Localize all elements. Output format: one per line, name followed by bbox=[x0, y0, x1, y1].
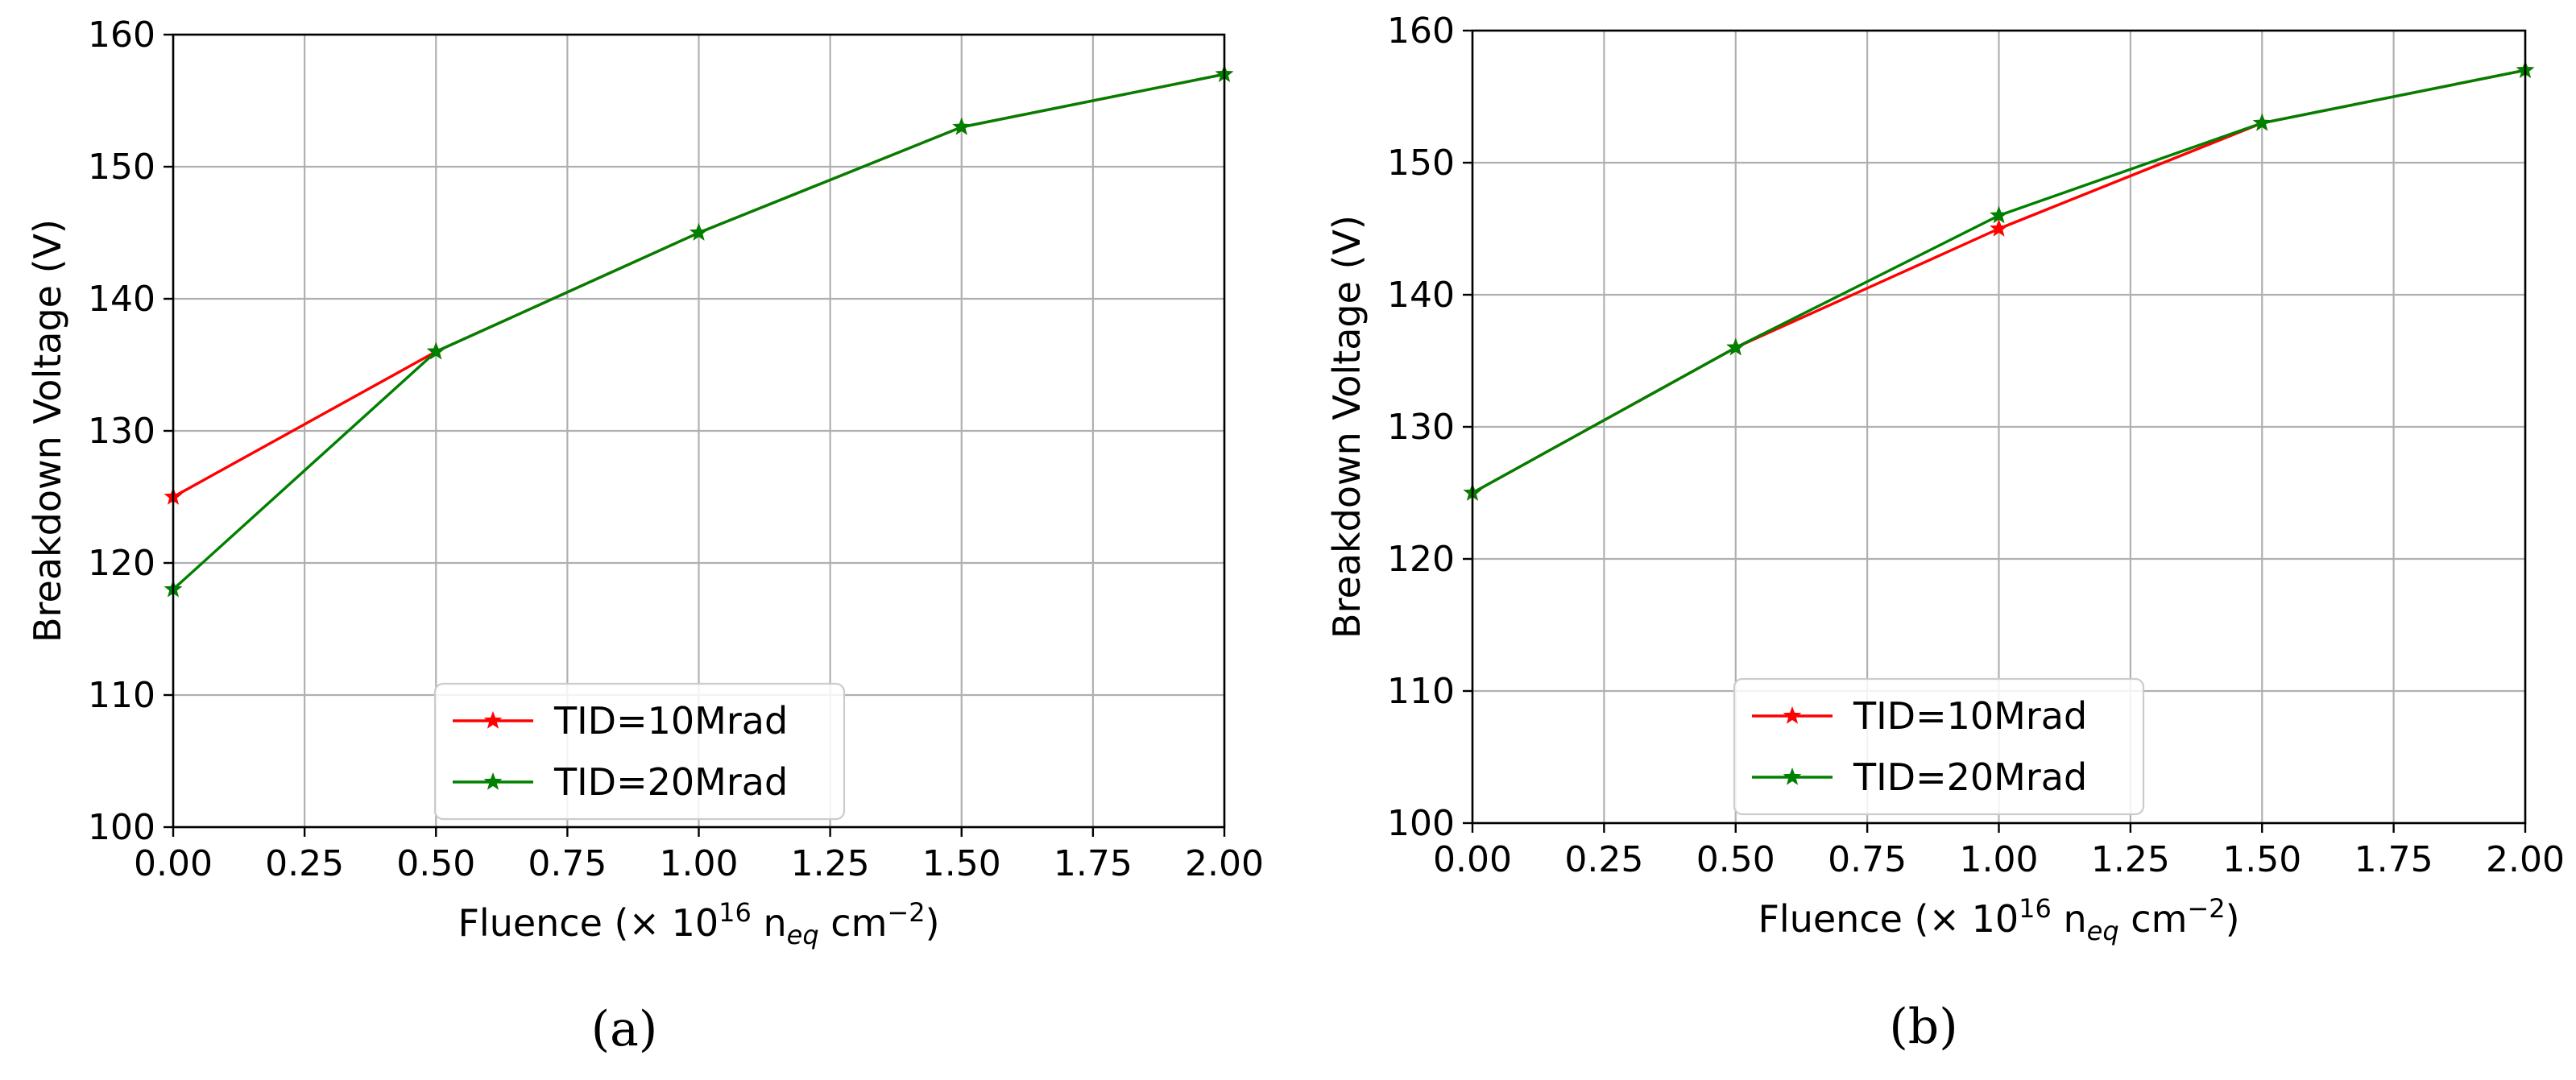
chart-b-x-tick-label: 1.00 bbox=[1960, 839, 2039, 880]
chart-b-y-tick-label: 130 bbox=[1387, 407, 1455, 448]
chart-b-x-label-unit-sup: −2 bbox=[2187, 893, 2225, 924]
chart-a-legend-item-10mrad: TID=10Mrad bbox=[453, 699, 788, 743]
chart-b-legend-box bbox=[1733, 677, 2145, 816]
chart-b-legend: TID=10Mrad TID=20Mrad bbox=[1733, 677, 2145, 816]
chart-a-panel-label: (a) bbox=[591, 1001, 658, 1057]
chart-b-x-label-mid: n bbox=[2052, 897, 2087, 941]
chart-a-y-tick-label: 160 bbox=[88, 14, 155, 56]
chart-b-x-tick-label: 0.50 bbox=[1696, 839, 1775, 880]
chart-a-y-tick-label: 110 bbox=[88, 675, 155, 716]
chart-b-x-label: Fluence (× 1016 neq cm−2) bbox=[1758, 893, 2239, 946]
chart-b-legend-label-10mrad: TID=10Mrad bbox=[1853, 694, 2087, 738]
chart-a-x-label-close: ) bbox=[926, 901, 940, 945]
chart-b-y-tick-label: 150 bbox=[1387, 143, 1455, 184]
chart-b-y-tick-label: 160 bbox=[1387, 10, 1455, 52]
chart-a: 100 110 120 130 140 150 160 0.00 0.25 0.50 0.75 1.… bbox=[26, 14, 1264, 1057]
chart-a-x-label-unit: cm bbox=[819, 901, 888, 945]
chart-a-y-tick-label: 150 bbox=[88, 147, 155, 188]
chart-a-y-ticks: 100 110 120 130 140 150 160 bbox=[88, 14, 173, 848]
chart-a-legend-box bbox=[433, 682, 846, 821]
chart-b-point-20mrad bbox=[1990, 205, 2008, 224]
chart-a-legend-label-10mrad: TID=10Mrad bbox=[553, 699, 788, 743]
chart-b-x-label-sup: 16 bbox=[2019, 893, 2052, 924]
chart-b: 100 110 120 130 140 150 160 0.00 0.25 0.50 0.75 1.… bbox=[1325, 10, 2565, 1055]
chart-b-x-tick-label: 2.00 bbox=[2486, 839, 2565, 880]
chart-a-point-20mrad bbox=[952, 117, 971, 135]
chart-a-x-tick-label: 1.50 bbox=[922, 843, 1001, 884]
chart-a-x-label-sub: eq bbox=[787, 920, 819, 950]
chart-b-y-tick-label: 120 bbox=[1387, 539, 1455, 580]
chart-b-x-tick-label: 1.50 bbox=[2222, 839, 2301, 880]
chart-a-legend-marker-10mrad bbox=[483, 711, 503, 729]
chart-a-x-tick-label: 0.25 bbox=[265, 843, 344, 884]
chart-a-x-tick-label: 1.00 bbox=[660, 843, 739, 884]
chart-b-x-tick-label: 0.75 bbox=[1828, 839, 1907, 880]
chart-b-y-label: Breakdown Voltage (V) bbox=[1325, 215, 1369, 639]
chart-a-y-tick-label: 120 bbox=[88, 543, 155, 584]
chart-b-x-ticks: 0.00 0.25 0.50 0.75 1.00 1.25 1.50 1.75 2.00 bbox=[1433, 823, 2565, 880]
chart-a-y-tick-label: 130 bbox=[88, 411, 155, 452]
chart-b-y-tick-label: 110 bbox=[1387, 671, 1455, 712]
chart-b-point-10mrad bbox=[1990, 219, 2008, 237]
chart-a-point-20mrad bbox=[426, 341, 445, 360]
chart-a-y-tick-label: 100 bbox=[88, 807, 155, 848]
chart-a-x-label-unit-sup: −2 bbox=[887, 897, 925, 928]
chart-b-x-tick-label: 1.75 bbox=[2354, 839, 2433, 880]
chart-b-x-tick-label: 1.25 bbox=[2091, 839, 2170, 880]
chart-a-x-tick-label: 0.50 bbox=[396, 843, 475, 884]
chart-a-legend-marker-20mrad bbox=[483, 772, 503, 790]
chart-a-legend-label-20mrad: TID=20Mrad bbox=[553, 760, 788, 804]
chart-b-y-tick-label: 100 bbox=[1387, 803, 1455, 844]
chart-a-x-label: Fluence (× 1016 neq cm−2) bbox=[458, 897, 939, 950]
chart-b-x-label-sub: eq bbox=[2087, 916, 2119, 946]
chart-a-point-20mrad bbox=[690, 223, 708, 241]
chart-b-legend-marker-20mrad bbox=[1783, 768, 1802, 785]
chart-a-x-tick-label: 2.00 bbox=[1185, 843, 1264, 884]
chart-a-x-label-mid: n bbox=[752, 901, 787, 945]
chart-b-point-20mrad bbox=[1726, 337, 1746, 356]
chart-b-series bbox=[1463, 60, 2535, 501]
chart-a-x-tick-label: 1.25 bbox=[791, 843, 870, 884]
chart-a-y-tick-label: 140 bbox=[88, 279, 155, 320]
chart-a-x-label-sup: 16 bbox=[719, 897, 752, 928]
chart-b-panel-label: (b) bbox=[1889, 999, 1957, 1055]
chart-b-y-ticks: 100 110 120 130 140 150 160 bbox=[1387, 10, 1472, 844]
chart-b-y-tick-label: 140 bbox=[1387, 275, 1455, 316]
chart-a-legend: TID=10Mrad TID=20Mrad bbox=[433, 682, 846, 821]
chart-a-x-ticks: 0.00 0.25 0.50 0.75 1.00 1.25 1.50 1.75 2.00 bbox=[134, 827, 1264, 884]
chart-b-point-20mrad bbox=[2252, 113, 2272, 131]
chart-a-x-tick-label: 0.00 bbox=[134, 843, 213, 884]
chart-b-legend-item-10mrad: TID=10Mrad bbox=[1752, 694, 2087, 738]
chart-b-x-label-close: ) bbox=[2226, 897, 2240, 941]
chart-b-legend-item-20mrad: TID=20Mrad bbox=[1752, 755, 2087, 799]
chart-b-x-label-main: Fluence (× 10 bbox=[1758, 897, 2019, 941]
chart-b-x-tick-label: 0.25 bbox=[1564, 839, 1643, 880]
chart-b-x-label-unit: cm bbox=[2119, 897, 2188, 941]
chart-b-x-tick-label: 0.00 bbox=[1433, 839, 1512, 880]
chart-a-x-tick-label: 0.75 bbox=[528, 843, 607, 884]
chart-a-y-label: Breakdown Voltage (V) bbox=[26, 219, 69, 643]
chart-a-x-tick-label: 1.75 bbox=[1054, 843, 1133, 884]
chart-b-legend-label-20mrad: TID=20Mrad bbox=[1853, 755, 2087, 799]
chart-a-legend-item-20mrad: TID=20Mrad bbox=[453, 760, 788, 804]
chart-b-legend-marker-10mrad bbox=[1783, 706, 1802, 724]
chart-a-x-label-main: Fluence (× 10 bbox=[458, 901, 719, 945]
